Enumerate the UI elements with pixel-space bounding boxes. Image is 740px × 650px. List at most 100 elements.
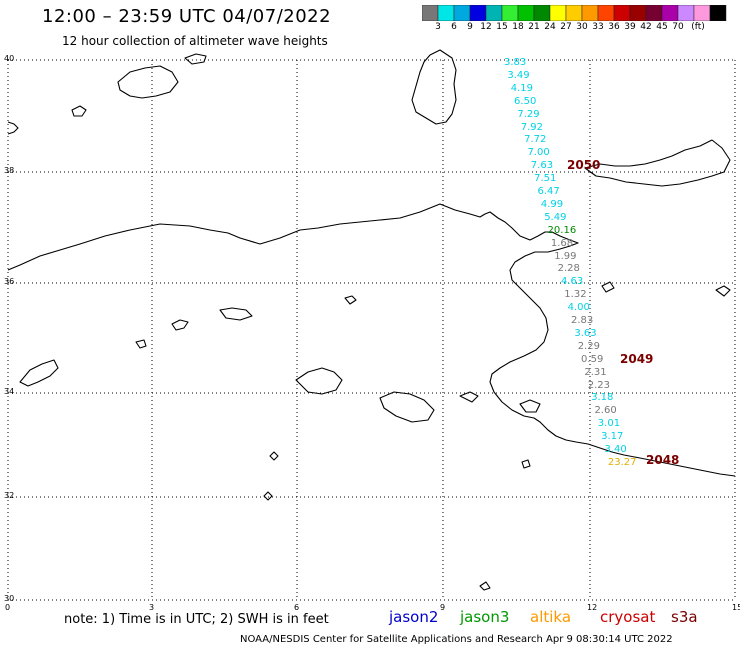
color-scale-label: 27 [560,22,572,32]
wave-height-value: 2.31 [584,366,607,378]
legend-item-cryosat: cryosat [600,608,656,626]
wave-height-value: 23.27 [607,456,637,468]
color-scale-label: 33 [592,22,604,32]
latitude-label: 40 [4,54,15,63]
color-scale-bar [422,5,727,21]
longitude-label: 12 [587,603,598,612]
wave-height-value: 2.60 [594,405,617,417]
coastline-island-l [479,581,491,591]
coastline-ibiza [71,105,87,117]
legend-item-jason3: jason3 [460,608,510,626]
color-scale-label: 21 [528,22,540,32]
wave-height-value: 2.29 [577,340,600,352]
coastline-north-africa [7,203,736,477]
coastline-minorca [184,53,207,65]
wave-height-value: 5.49 [544,211,567,223]
wave-height-value: 3.40 [604,444,627,455]
wave-height-value: 6.50 [514,95,537,107]
longitude-label: 0 [5,603,11,612]
coastline-island-h [459,391,479,403]
color-scale-label: 30 [576,22,588,32]
color-scale-label: 12 [480,22,492,32]
coastline-island-a [344,295,357,305]
wave-height-value: 3.83 [504,57,527,68]
coastline [7,49,736,591]
wave-height-value: 3.49 [507,69,530,81]
coastline-sicily [584,139,731,187]
wave-height-value: 6.47 [537,186,560,197]
legend-item-altika: altika [530,608,572,626]
coastline-island-f [295,367,343,395]
coastline-iberia [7,121,19,135]
color-scale-label: 45 [656,22,668,32]
pass-number-label: 2049 [620,352,654,366]
pass-number-label: 2048 [646,453,680,467]
latitude-label: 32 [4,491,15,500]
longitude-label: 6 [294,603,300,612]
page-title: 12:00 – 23:59 UTC 04/07/2022 [42,6,332,27]
footer-credit: NOAA/NESDIS Center for Satellite Applica… [240,634,673,645]
wave-height-value: 7.51 [534,173,557,185]
footer-note: note: 1) Time is in UTC; 2) SWH is in fe… [64,612,329,627]
wave-height-value: 20.16 [547,224,577,236]
color-scale-label: 39 [624,22,636,32]
page-subtitle: 12 hour collection of altimeter wave hei… [62,34,328,48]
color-scale-label: 9 [467,22,473,32]
wave-height-value: 2.28 [557,263,580,275]
wave-height-value: 2.83 [571,315,594,326]
color-scale-label: (ft) [691,22,705,32]
wave-height-value: 4.00 [567,302,590,314]
coastline-island-m [521,459,531,469]
wave-height-value: 3.63 [574,327,597,339]
legend-item-jason2: jason2 [389,608,439,626]
wave-height-value: 1.32 [564,289,587,301]
legend-item-s3a: s3a [671,608,698,626]
wave-height-value: 3.01 [597,418,621,430]
latitude-label: 38 [4,166,15,175]
pass-number-label: 2050 [567,158,601,172]
color-scale-label: 42 [640,22,652,32]
coastline-island-d [219,307,253,321]
wave-height-value: 4.63 [560,276,584,288]
wave-height-value: 4.99 [540,198,564,210]
color-swatch [709,5,727,21]
coastline-island-e [19,359,59,387]
coastline-malta [715,285,731,297]
color-scale-label: 15 [496,22,508,32]
longitude-label: 9 [440,603,446,612]
wave-height-value: 3.18 [591,392,614,404]
coastline-sardinia [411,49,457,125]
coastline-majorca [117,65,179,99]
wave-height-value: 3.17 [601,431,624,443]
color-scale-label: 18 [512,22,524,32]
latitude-label: 30 [4,594,15,603]
longitude-label: 3 [149,603,155,612]
graticule [7,59,736,601]
wave-height-value: 7.72 [524,134,547,146]
coastline-island-b [171,319,189,331]
longitude-label: 15 [732,603,740,612]
color-scale-label: 24 [544,22,556,32]
wave-height-value: 1.99 [554,250,577,262]
wave-height-value: 7.00 [527,147,550,159]
wave-height-value: 1.68 [550,237,574,249]
coastline-island-c [135,339,147,349]
wave-height-value: 7.29 [517,108,540,120]
color-scale-label: 6 [451,22,457,32]
coastline-pantelleria [601,281,615,293]
coastline-island-g [379,391,435,423]
coastline-island-i [519,399,541,413]
color-scale-label: 36 [608,22,620,32]
color-scale-label: 3 [435,22,441,32]
coastline-island-j [269,451,279,461]
wave-height-value: 2.23 [587,379,611,391]
coastline-island-k [263,491,273,501]
color-scale-label: 70 [672,22,684,32]
wave-height-value: 0.59 [581,353,604,365]
latitude-label: 34 [4,387,15,396]
wave-height-value: 4.19 [510,82,533,94]
latitude-label: 36 [4,277,15,286]
wave-height-value: 7.92 [520,121,544,133]
wave-height-value: 7.63 [530,160,554,172]
